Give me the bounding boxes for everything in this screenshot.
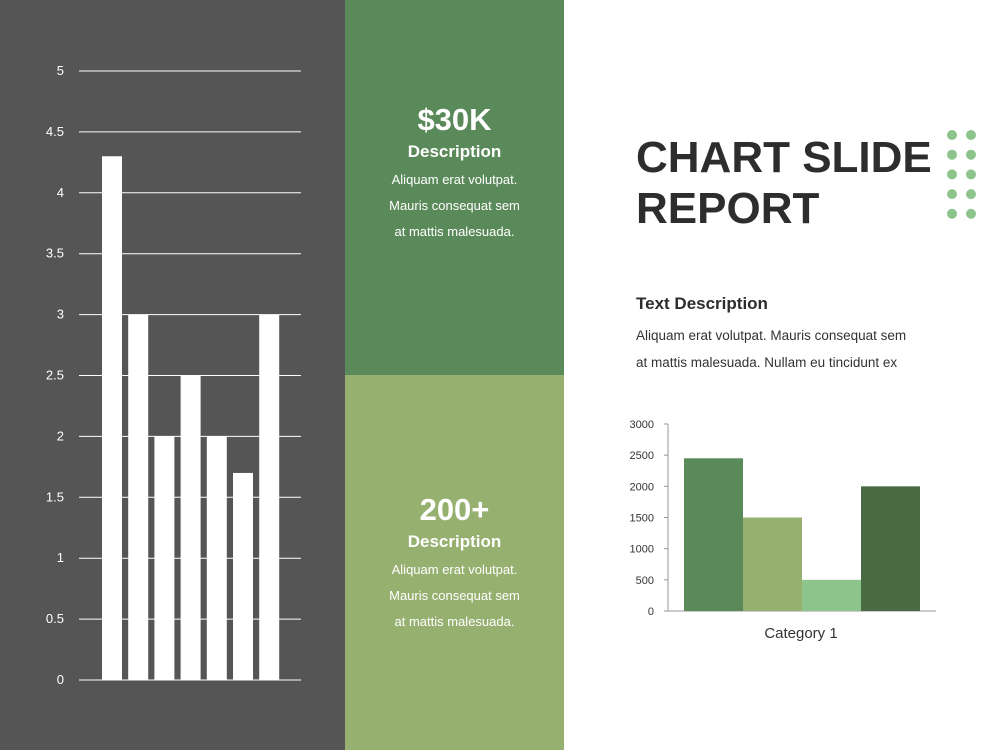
description-text-line: at mattis malesuada. Nullam eu tincidunt… <box>636 355 898 370</box>
y-tick-label: 0 <box>57 672 64 687</box>
y-tick-label: 4.5 <box>46 124 64 139</box>
description-text-line: Aliquam erat volutpat. Mauris consequat … <box>636 328 907 343</box>
y-tick-label: 1.5 <box>46 489 64 504</box>
y-tick-label: 2 <box>57 428 64 443</box>
slide-title-line: REPORT <box>636 184 820 233</box>
decorative-dot-icon <box>947 169 957 180</box>
decorative-dot-icon <box>947 149 957 160</box>
y-tick-label: 2000 <box>630 481 654 493</box>
y-tick-label: 5 <box>57 63 64 78</box>
description-text: Aliquam erat volutpat. Mauris consequat … <box>636 322 936 376</box>
stat-text: Aliquam erat volutpat. Mauris consequat … <box>345 167 564 245</box>
decorative-dot-icon <box>966 208 976 219</box>
y-tick-label: 3 <box>57 307 64 322</box>
y-tick-label: 1500 <box>630 513 654 525</box>
stat-text-line: Mauris consequat sem <box>389 588 520 603</box>
stat-text: Aliquam erat volutpat. Mauris consequat … <box>345 557 564 635</box>
bar <box>206 436 227 680</box>
stat-text-line: at mattis malesuada. <box>394 614 515 629</box>
bar <box>802 579 861 611</box>
stat-value: 200+ <box>419 492 490 527</box>
y-tick-label: 1 <box>57 550 64 565</box>
stat-value: $30K <box>417 102 492 137</box>
stat-text-line: at mattis malesuada. <box>394 224 515 239</box>
decorative-dot-icon <box>947 208 957 219</box>
stat-text-line: Aliquam erat volutpat. <box>391 172 518 187</box>
bar <box>684 458 743 611</box>
bar <box>861 486 920 611</box>
bar <box>743 517 802 611</box>
bar <box>154 436 175 680</box>
stat-label: Description <box>407 142 502 161</box>
description-title: Text Description <box>636 294 768 313</box>
bar <box>259 314 280 680</box>
stat-panel-count: 200+ Description Aliquam erat volutpat. … <box>345 375 564 750</box>
bar <box>102 156 122 680</box>
bar <box>233 472 253 680</box>
decorative-dot-icon <box>966 189 976 200</box>
y-tick-label: 4 <box>57 185 64 200</box>
decorative-dot-icon <box>966 169 976 180</box>
stat-text-line: Aliquam erat volutpat. <box>391 562 518 577</box>
decorative-dot-icon <box>947 130 957 140</box>
x-category-label: Category 1 <box>764 625 837 642</box>
decorative-dot-icon <box>947 189 957 200</box>
stat-text-line: Mauris consequat sem <box>389 198 520 213</box>
y-tick-label: 3.5 <box>46 246 64 261</box>
stat-label: Description <box>407 532 502 551</box>
decorative-dot-icon <box>966 149 976 160</box>
bar <box>180 375 201 680</box>
y-tick-label: 0 <box>648 606 654 618</box>
stat-block-1: $30K Description Aliquam erat volutpat. … <box>345 102 564 245</box>
stat-panel-revenue: $30K Description Aliquam erat volutpat. … <box>345 0 564 375</box>
slide-title: CHART SLIDE REPORT <box>636 132 932 234</box>
y-tick-label: 3000 <box>630 419 654 431</box>
bar <box>128 314 149 680</box>
y-tick-label: 500 <box>636 575 654 587</box>
stat-block-2: 200+ Description Aliquam erat volutpat. … <box>345 492 564 635</box>
y-tick-label: 0.5 <box>46 611 64 626</box>
y-tick-label: 2.5 <box>46 368 64 383</box>
y-tick-label: 2500 <box>630 450 654 462</box>
y-tick-label: 1000 <box>630 544 654 556</box>
slide-title-line: CHART SLIDE <box>636 133 932 182</box>
decorative-dot-icon <box>966 130 976 140</box>
